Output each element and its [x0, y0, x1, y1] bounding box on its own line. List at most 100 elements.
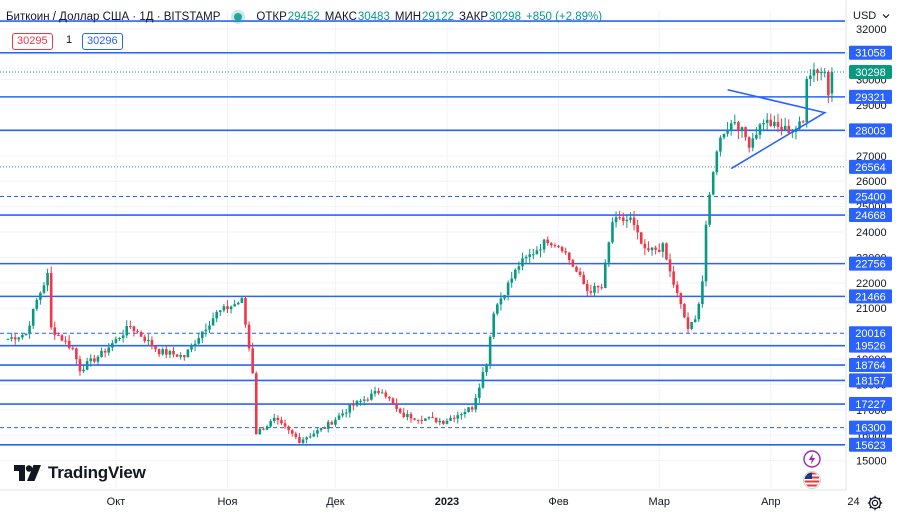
candle [481, 367, 485, 389]
svg-text:15623: 15623 [855, 440, 886, 452]
candle [67, 335, 71, 350]
candle [452, 414, 456, 423]
svg-text:19526: 19526 [855, 341, 886, 353]
candle [175, 353, 179, 357]
candle [737, 120, 740, 140]
candle [308, 433, 312, 439]
candle [460, 412, 463, 420]
candle [380, 389, 384, 394]
us-flag-icon[interactable] [803, 471, 821, 489]
candle [549, 242, 553, 248]
time-tick-label: 2023 [435, 496, 459, 508]
price-axis[interactable]: 1500016000170001800019000200002100022000… [845, 0, 900, 490]
candle [783, 117, 787, 132]
candle [715, 150, 719, 176]
price-tick-label: 26000 [856, 176, 887, 188]
candle [413, 417, 416, 421]
candle [85, 357, 89, 371]
candle [323, 426, 326, 430]
candle [161, 347, 165, 356]
candle [506, 280, 510, 301]
candle [294, 431, 298, 440]
candle [729, 119, 733, 136]
candle [751, 133, 755, 152]
candle [406, 410, 409, 421]
tradingview-logo-text: TradingView [48, 463, 146, 482]
candle [535, 246, 539, 255]
candle [600, 283, 603, 290]
candle [690, 321, 693, 331]
gear-icon[interactable] [866, 494, 884, 512]
candle [42, 282, 46, 295]
candle [409, 411, 413, 423]
candle [305, 436, 308, 444]
candle [787, 119, 791, 134]
candle [78, 355, 82, 376]
candle [765, 113, 769, 130]
candle [560, 245, 564, 254]
symbol-title[interactable]: Биткоин / Доллар США · 1Д · BITSTAMP [6, 11, 221, 23]
candle [13, 333, 17, 345]
candle [733, 114, 737, 126]
candle [492, 311, 496, 340]
chevron-down-icon [882, 14, 890, 19]
candle [816, 68, 819, 81]
candle [96, 354, 100, 365]
svg-text:24668: 24668 [855, 210, 886, 222]
sell-price-button[interactable]: 30295 [12, 33, 53, 50]
candle [301, 437, 305, 445]
candle [431, 412, 434, 419]
candle [776, 113, 780, 133]
candles [6, 62, 834, 445]
tradingview-logo-icon [14, 465, 41, 481]
candle [165, 346, 168, 358]
candle [488, 335, 492, 369]
currency-selector[interactable]: USD [853, 8, 891, 24]
lightning-icon[interactable] [803, 450, 821, 468]
chart-legend: Биткоин / Доллар США · 1Д · BITSTAMP ОТК… [6, 9, 602, 25]
candle [251, 342, 254, 374]
candle [434, 417, 438, 424]
candle [672, 265, 675, 288]
candle [258, 428, 262, 435]
tradingview-logo[interactable]: TradingView [14, 462, 146, 484]
svg-text:31058: 31058 [855, 48, 886, 60]
svg-text:18764: 18764 [855, 360, 886, 372]
candle [798, 116, 801, 132]
candle [402, 407, 406, 419]
level-price-label: 19526 [849, 338, 892, 353]
candle [247, 321, 251, 352]
quantity-value[interactable]: 1 [66, 34, 73, 46]
buy-price-button[interactable]: 30296 [82, 33, 123, 50]
svg-text:20016: 20016 [855, 328, 886, 340]
candle [183, 355, 186, 361]
candle [35, 298, 39, 312]
candle [553, 243, 557, 248]
candle [546, 236, 549, 246]
candle [463, 408, 467, 418]
candle [524, 254, 528, 265]
candle [539, 243, 542, 258]
candle [168, 349, 172, 359]
candle [75, 347, 78, 365]
high-value: 30483 [357, 11, 390, 23]
candle [143, 334, 147, 344]
candle [611, 217, 614, 244]
candle [557, 244, 560, 249]
candle [650, 247, 654, 256]
candle [197, 332, 200, 345]
candle [683, 303, 686, 319]
candle [150, 336, 154, 350]
candle [352, 400, 355, 411]
candle [639, 232, 643, 245]
candle [132, 325, 136, 337]
time-axis[interactable]: Окт Ноя Дек 2023 Фев Мар Апр 24 [0, 489, 900, 513]
svg-text:30298: 30298 [855, 67, 886, 79]
candle [129, 320, 132, 330]
candle [330, 420, 334, 425]
level-price-label: 15623 [849, 437, 892, 452]
candle [675, 281, 679, 298]
candle [21, 333, 24, 340]
candle [359, 398, 362, 406]
